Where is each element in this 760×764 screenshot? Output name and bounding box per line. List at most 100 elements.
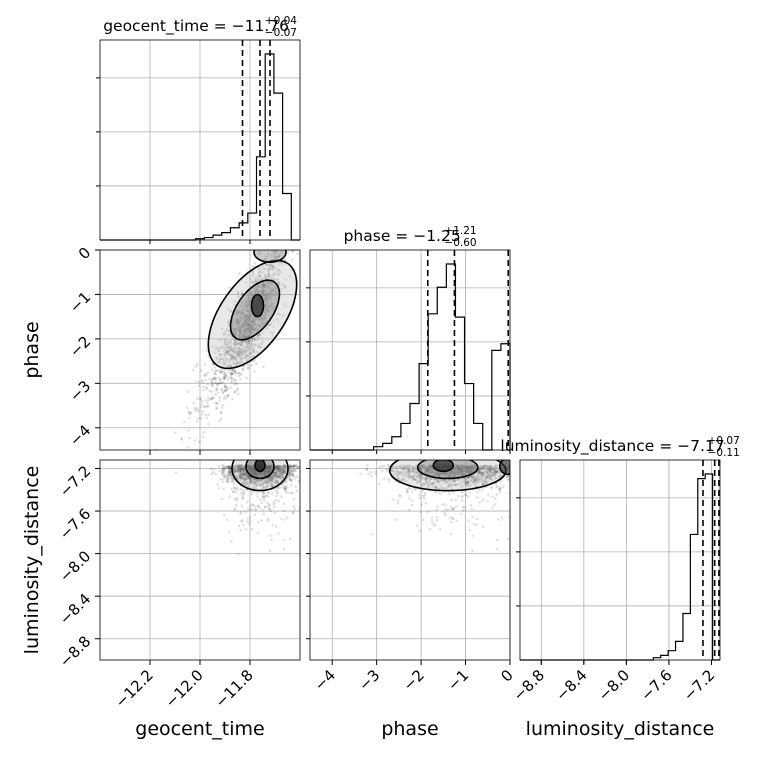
sample-point bbox=[270, 484, 274, 488]
sample-point bbox=[223, 475, 227, 479]
sample-point bbox=[267, 291, 271, 294]
sample-point bbox=[269, 263, 272, 267]
sample-point bbox=[269, 479, 273, 483]
sample-point bbox=[365, 468, 368, 471]
sample-point bbox=[247, 317, 251, 321]
sample-point bbox=[266, 286, 270, 289]
sample-point bbox=[248, 522, 251, 525]
sample-point bbox=[209, 380, 213, 384]
sample-point bbox=[486, 470, 490, 474]
sample-point bbox=[276, 468, 279, 472]
sample-point bbox=[499, 487, 502, 491]
sample-point bbox=[245, 320, 248, 324]
sample-point bbox=[398, 472, 401, 476]
sample-point bbox=[192, 401, 196, 405]
sample-point bbox=[411, 470, 415, 474]
sample-point bbox=[294, 469, 298, 473]
sample-point bbox=[460, 470, 463, 474]
sample-point bbox=[291, 511, 295, 514]
sample-point bbox=[243, 328, 246, 331]
sample-point bbox=[236, 318, 240, 321]
sample-point bbox=[268, 290, 272, 294]
sample-point bbox=[253, 481, 256, 485]
sample-point bbox=[258, 342, 262, 346]
sample-point bbox=[221, 358, 225, 362]
sample-point bbox=[270, 478, 274, 482]
sample-point bbox=[391, 465, 395, 468]
sample-point bbox=[226, 321, 230, 325]
sample-point bbox=[239, 476, 242, 480]
density-contour bbox=[498, 460, 510, 476]
sample-point bbox=[266, 284, 269, 287]
sample-point bbox=[240, 336, 244, 339]
sample-point bbox=[237, 472, 241, 475]
sample-point bbox=[256, 479, 260, 482]
sample-point bbox=[424, 478, 428, 481]
sample-point bbox=[231, 368, 235, 372]
sample-point bbox=[421, 495, 425, 498]
sample-point bbox=[266, 476, 270, 480]
sample-point bbox=[479, 473, 483, 476]
sample-point bbox=[259, 479, 262, 483]
sample-point bbox=[279, 470, 282, 473]
sample-point bbox=[410, 464, 413, 468]
sample-point bbox=[478, 500, 482, 504]
sample-point bbox=[406, 466, 409, 469]
sample-point bbox=[498, 487, 502, 490]
sample-point bbox=[457, 468, 460, 471]
sample-point bbox=[450, 472, 453, 475]
sample-point bbox=[242, 349, 246, 353]
sample-point bbox=[235, 358, 239, 362]
sample-point bbox=[457, 466, 461, 470]
sample-point bbox=[246, 485, 250, 488]
sample-point bbox=[426, 476, 429, 480]
sample-point bbox=[278, 468, 282, 471]
sample-point bbox=[507, 475, 510, 478]
sample-point bbox=[187, 428, 190, 432]
sample-point bbox=[236, 488, 239, 491]
sample-point bbox=[253, 370, 256, 373]
ytick-label-luminosity_distance: −8.8 bbox=[56, 632, 94, 670]
sample-point bbox=[483, 470, 486, 473]
sample-point bbox=[266, 501, 269, 505]
sample-point bbox=[228, 364, 232, 368]
sample-point bbox=[253, 320, 256, 324]
sample-point bbox=[223, 376, 227, 380]
sample-point bbox=[221, 403, 225, 407]
sample-point bbox=[240, 312, 243, 315]
sample-point bbox=[244, 339, 247, 343]
sample-point bbox=[239, 315, 242, 318]
sample-point bbox=[243, 335, 247, 339]
sample-point bbox=[280, 475, 284, 479]
sample-point bbox=[487, 493, 490, 496]
sample-point bbox=[243, 325, 247, 328]
sample-point bbox=[242, 335, 246, 338]
sample-point bbox=[273, 306, 276, 309]
sample-point bbox=[203, 404, 206, 408]
sample-point bbox=[264, 310, 268, 313]
sample-point bbox=[237, 311, 241, 314]
sample-point bbox=[378, 466, 381, 470]
sample-point bbox=[235, 321, 238, 325]
sample-point bbox=[252, 318, 255, 322]
sample-point bbox=[237, 464, 241, 468]
sample-point bbox=[259, 498, 263, 502]
sample-point bbox=[219, 477, 222, 481]
sample-point bbox=[424, 469, 428, 473]
sample-point bbox=[276, 466, 280, 469]
sample-point bbox=[271, 331, 275, 335]
sample-point bbox=[226, 339, 230, 343]
sample-point bbox=[421, 489, 425, 493]
sample-point bbox=[246, 315, 250, 318]
sample-point bbox=[227, 472, 231, 475]
sample-point bbox=[431, 470, 434, 474]
sample-point bbox=[468, 491, 472, 494]
sample-point bbox=[242, 474, 245, 478]
sample-point bbox=[267, 269, 271, 273]
sample-point bbox=[229, 475, 233, 479]
sample-point bbox=[385, 469, 388, 472]
sample-point bbox=[267, 507, 271, 511]
sample-point bbox=[422, 476, 425, 480]
sample-point bbox=[462, 465, 465, 469]
title-main: geocent_time = −11.76 bbox=[103, 17, 289, 36]
